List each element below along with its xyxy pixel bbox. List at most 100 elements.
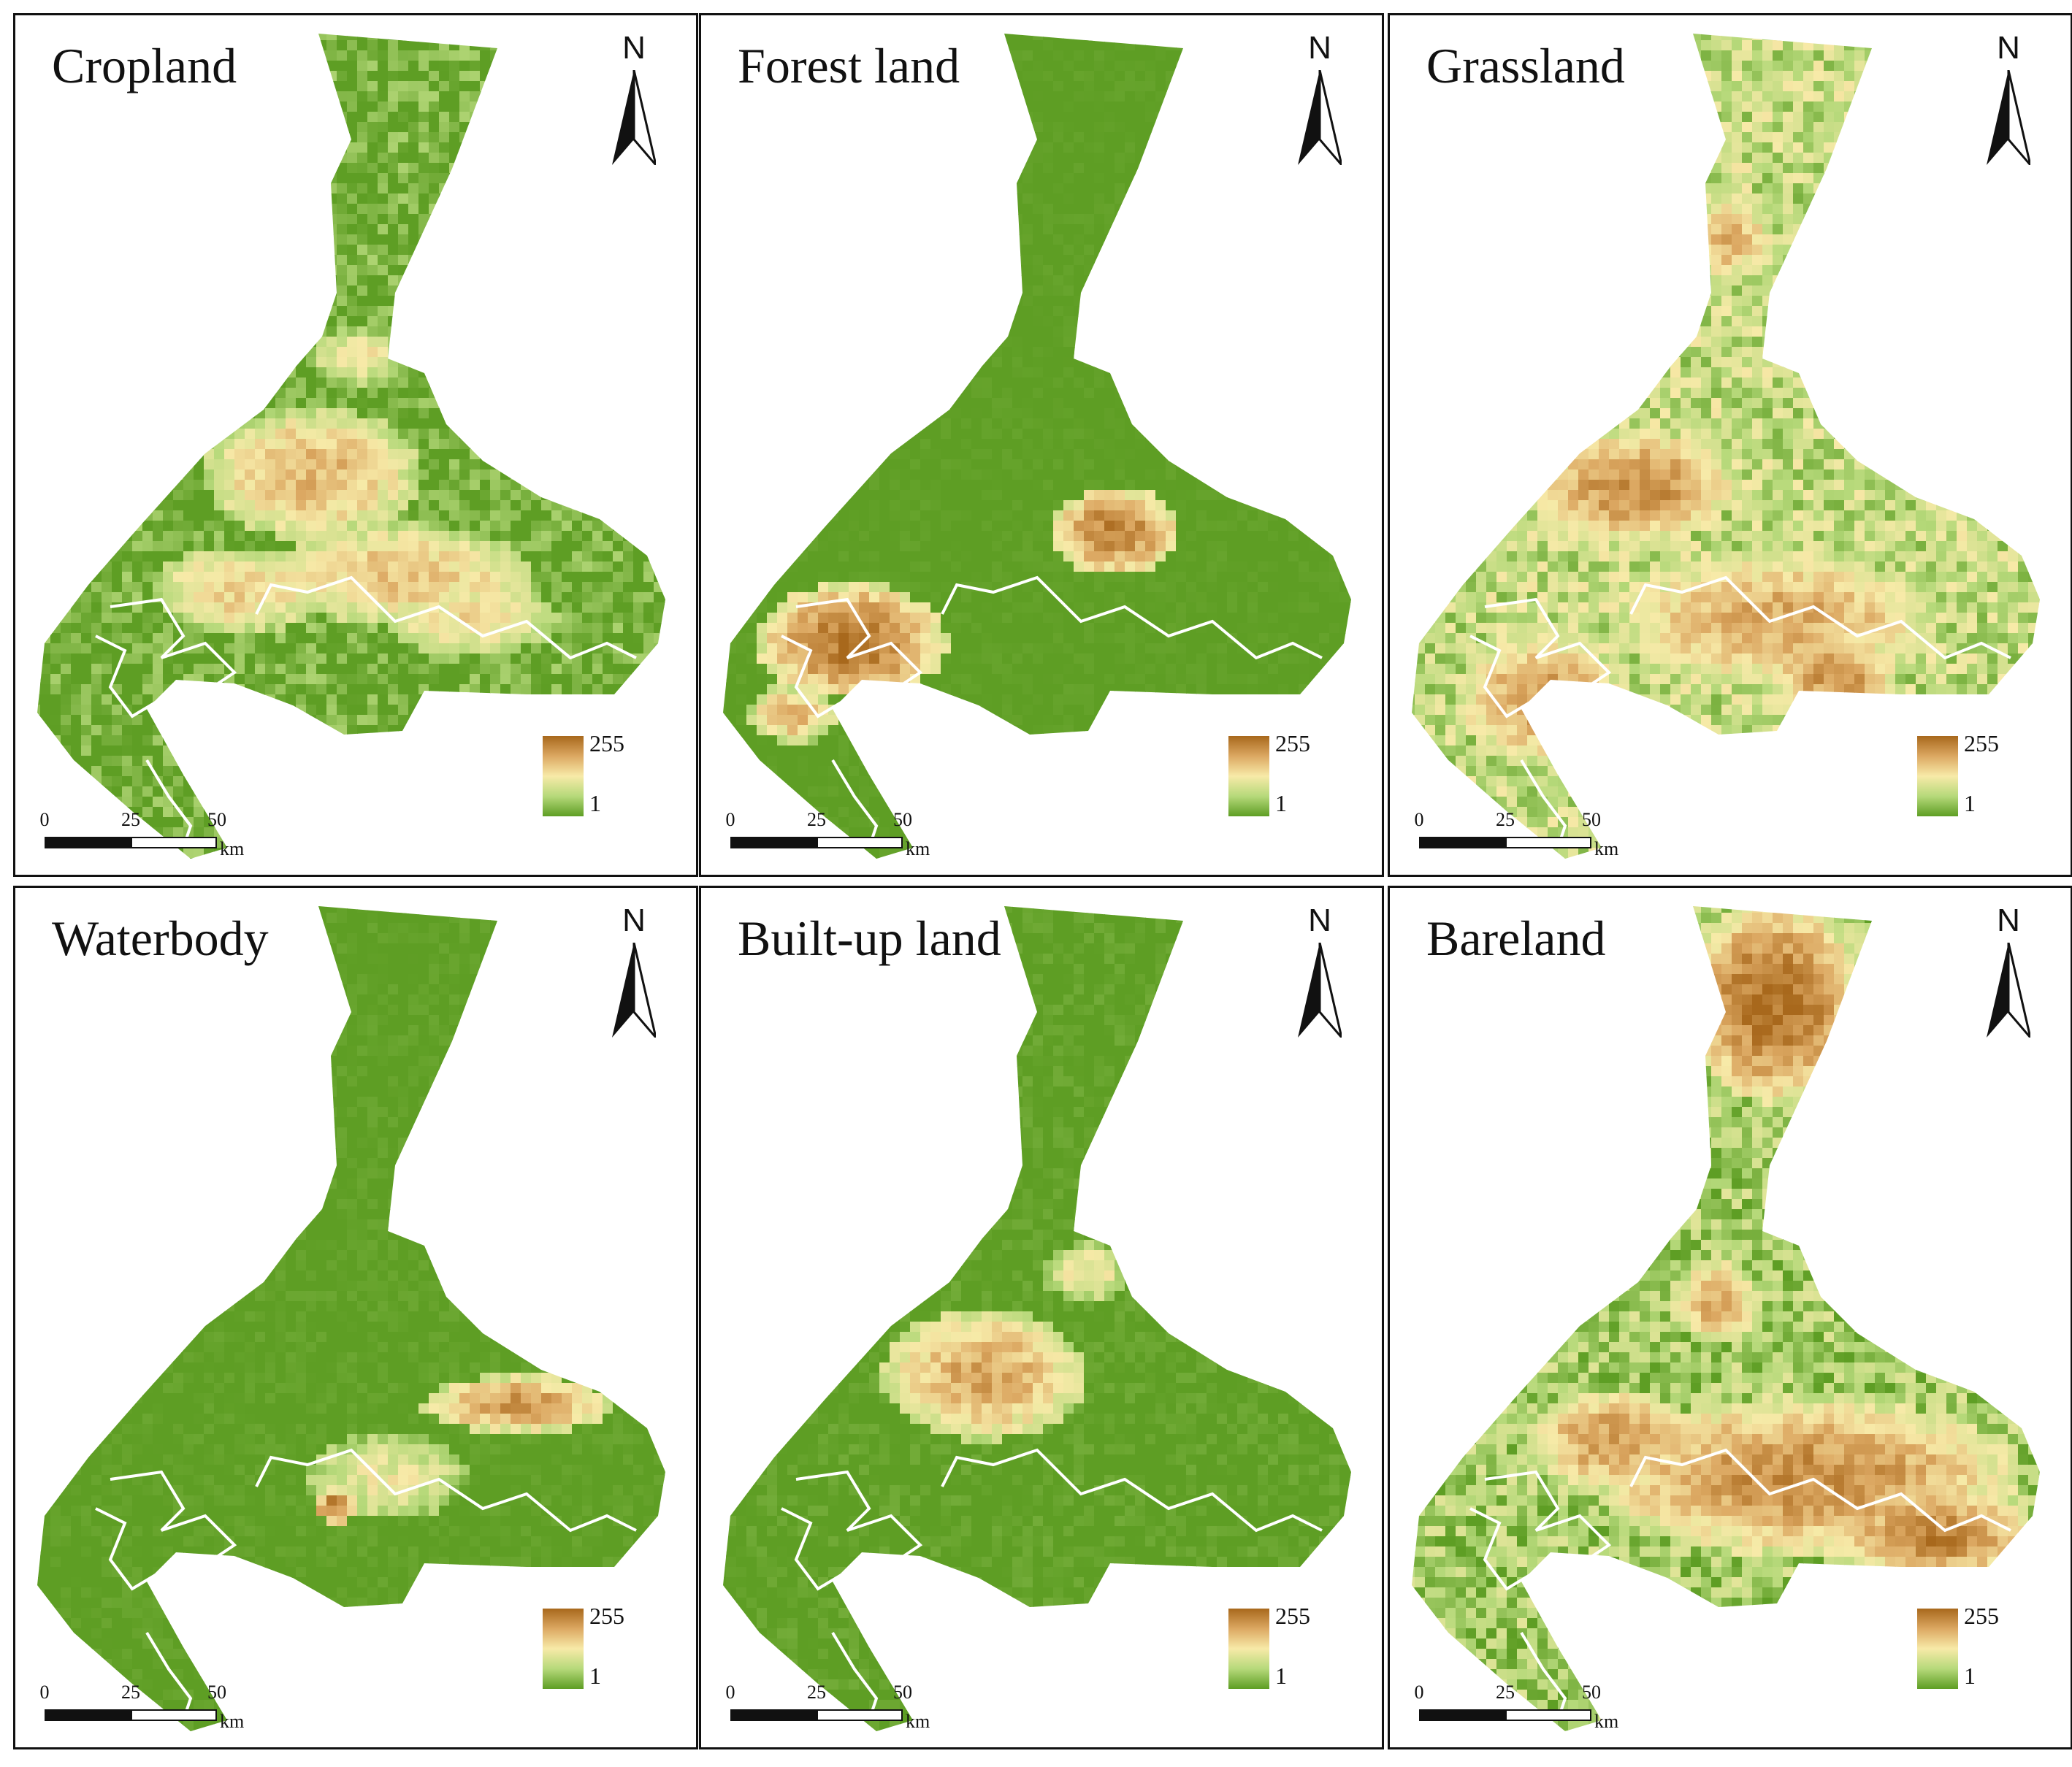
district-boundary-line (95, 1470, 237, 1591)
scale-bar-white-segment (817, 837, 903, 848)
scale-tick-label: 25 (807, 1682, 826, 1703)
scale-tick-label: 25 (1496, 1682, 1515, 1703)
scale-tick-label: 0 (40, 1682, 50, 1703)
map-raster (37, 34, 665, 859)
district-boundary-line (1629, 1448, 2011, 1533)
map-panel-grassland: Grassland N 255 1 0 25 50 km (1388, 13, 2072, 877)
north-label: N (601, 30, 667, 66)
legend-max-label: 255 (1275, 1603, 1310, 1630)
map-panel-cropland: Cropland N 255 1 0 25 50 km (13, 13, 698, 877)
legend-color-ramp (1228, 1609, 1269, 1689)
legend-color-ramp (543, 1609, 584, 1689)
map-panel-waterbody: Waterbody N 255 1 0 25 50 km (13, 886, 698, 1749)
north-label: N (1287, 902, 1353, 939)
legend-color-ramp (1917, 736, 1958, 816)
north-arrow-icon (1987, 943, 2030, 1038)
north-label: N (1976, 30, 2041, 66)
legend: 255 1 (543, 1603, 667, 1696)
north-arrow-icon (612, 943, 656, 1038)
north-arrow: N (1287, 902, 1353, 1041)
legend-min-label: 1 (1275, 790, 1287, 817)
legend-color-ramp (1917, 1609, 1958, 1689)
district-boundary-line (255, 575, 637, 660)
scale-tick-label: 0 (40, 809, 50, 831)
panel-title: Bareland (1426, 910, 1605, 967)
scale-bar-white-segment (131, 837, 217, 848)
legend-min-label: 1 (1964, 790, 1976, 817)
map-raster (723, 34, 1351, 859)
legend-min-label: 1 (589, 790, 601, 817)
scale-bar: 0 25 50 km (726, 1682, 949, 1733)
scale-tick-label: 50 (893, 1682, 912, 1703)
scale-bar-black-segment (1419, 837, 1505, 848)
scale-bar-white-segment (1505, 837, 1591, 848)
scale-tick-label: 0 (726, 1682, 735, 1703)
panel-title: Grassland (1426, 37, 1625, 95)
scale-tick-label: 50 (1582, 809, 1601, 831)
scale-tick-label: 0 (1415, 809, 1424, 831)
district-boundary-line (781, 1470, 923, 1591)
district-boundary-line (1469, 1470, 1612, 1591)
panel-title: Forest land (738, 37, 960, 95)
map-raster (723, 906, 1351, 1731)
map-raster (37, 906, 665, 1731)
scale-bar-white-segment (1505, 1709, 1591, 1721)
scale-unit: km (1594, 838, 1618, 860)
district-boundary-line (941, 1448, 1323, 1533)
legend-min-label: 1 (1275, 1663, 1287, 1690)
scale-tick-label: 25 (121, 809, 140, 831)
scale-tick-label: 25 (1496, 809, 1515, 831)
scale-tick-label: 0 (1415, 1682, 1424, 1703)
north-arrow: N (601, 30, 667, 169)
north-arrow-icon (1298, 70, 1342, 165)
district-boundary-line (781, 597, 923, 718)
scale-bar-white-segment (817, 1709, 903, 1721)
map-raster (1412, 906, 2040, 1731)
legend-min-label: 1 (1964, 1663, 1976, 1690)
legend-max-label: 255 (1275, 730, 1310, 757)
legend-max-label: 255 (1964, 730, 1999, 757)
north-arrow: N (1976, 30, 2041, 169)
scale-tick-label: 0 (726, 809, 735, 831)
scale-bar: 0 25 50 km (726, 809, 949, 860)
north-label: N (601, 902, 667, 939)
scale-tick-label: 50 (207, 809, 226, 831)
legend-color-ramp (1228, 736, 1269, 816)
map-panel-bareland: Bareland N 255 1 0 25 50 km (1388, 886, 2072, 1749)
scale-unit: km (220, 1711, 244, 1733)
scale-bar-black-segment (45, 1709, 131, 1721)
scale-bar-white-segment (131, 1709, 217, 1721)
scale-bar-black-segment (45, 837, 131, 848)
district-boundary-line (95, 597, 237, 718)
map-raster (1412, 34, 2040, 859)
district-boundary-line (1629, 575, 2011, 660)
scale-bar: 0 25 50 km (1415, 1682, 1638, 1733)
legend-max-label: 255 (1964, 1603, 1999, 1630)
map-panel-builtup: Built-up land N 255 1 0 25 50 km (699, 886, 1384, 1749)
scale-bar: 0 25 50 km (40, 809, 264, 860)
legend: 255 1 (1228, 1603, 1353, 1696)
scale-unit: km (906, 838, 930, 860)
legend: 255 1 (543, 730, 667, 824)
north-label: N (1287, 30, 1353, 66)
legend: 255 1 (1917, 730, 2041, 824)
scale-bar: 0 25 50 km (1415, 809, 1638, 860)
panel-title: Cropland (52, 37, 237, 95)
scale-unit: km (906, 1711, 930, 1733)
scale-tick-label: 50 (893, 809, 912, 831)
legend: 255 1 (1228, 730, 1353, 824)
scale-tick-label: 50 (207, 1682, 226, 1703)
legend-max-label: 255 (589, 730, 624, 757)
scale-bar-black-segment (730, 1709, 817, 1721)
scale-tick-label: 25 (807, 809, 826, 831)
north-arrow-icon (612, 70, 656, 165)
north-arrow: N (601, 902, 667, 1041)
north-label: N (1976, 902, 2041, 939)
legend-max-label: 255 (589, 1603, 624, 1630)
scale-bar-black-segment (1419, 1709, 1505, 1721)
district-boundary-line (1469, 597, 1612, 718)
district-boundary-line (941, 575, 1323, 660)
scale-bar-black-segment (730, 837, 817, 848)
north-arrow: N (1287, 30, 1353, 169)
north-arrow-icon (1987, 70, 2030, 165)
